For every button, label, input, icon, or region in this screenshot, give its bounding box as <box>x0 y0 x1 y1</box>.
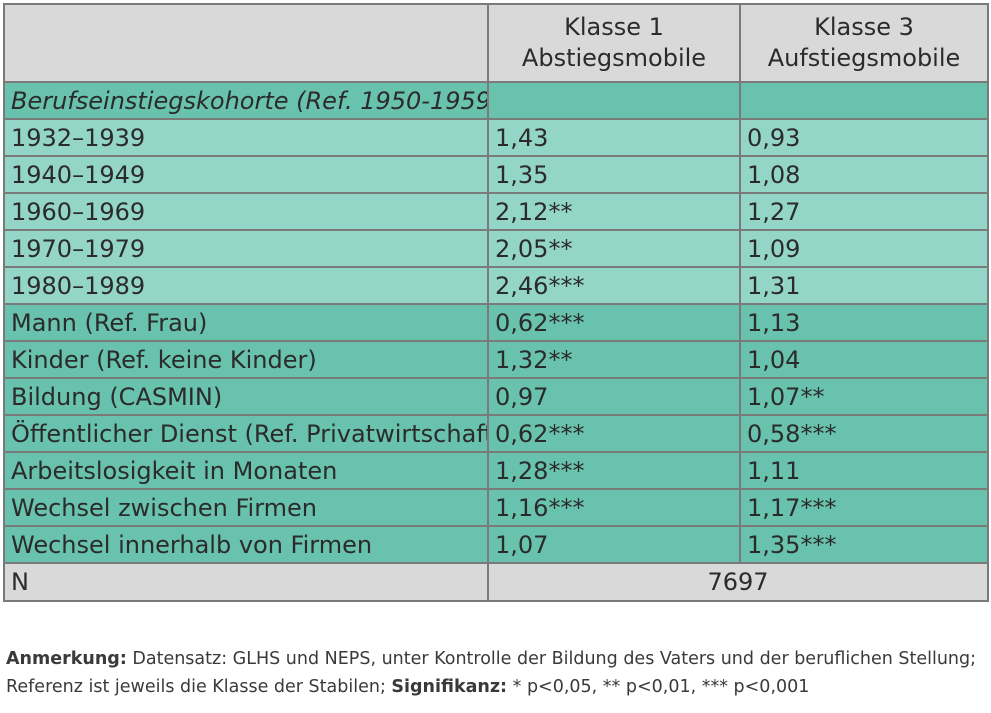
klasse-3-value: 1,08 <box>739 155 989 194</box>
row-label: Bildung (CASMIN) <box>3 377 489 416</box>
klasse-1-value: 0,62*** <box>487 303 741 342</box>
klasse-3-value: 1,11 <box>739 451 989 490</box>
note-line-1: Anmerkung: Datensatz: GLHS und NEPS, unt… <box>6 645 988 673</box>
n-value: 7697 <box>487 562 989 602</box>
klasse-3-value: 1,27 <box>739 192 989 231</box>
table-row: Kinder (Ref. keine Kinder) 1,32** 1,04 <box>3 340 989 379</box>
header-klasse-3-title: Klasse 3 <box>814 13 914 41</box>
klasse-3-value: 1,17*** <box>739 488 989 527</box>
klasse-3-value: 1,04 <box>739 340 989 379</box>
row-label: 1960–1969 <box>3 192 489 231</box>
klasse-1-value: 1,07 <box>487 525 741 564</box>
row-label: Mann (Ref. Frau) <box>3 303 489 342</box>
table-row: Wechsel innerhalb von Firmen 1,07 1,35*** <box>3 525 989 564</box>
section-label: Berufseinstiegskohorte (Ref. 1950-1959) <box>3 81 489 120</box>
table-row: 1980–1989 2,46*** 1,31 <box>3 266 989 305</box>
row-label: Wechsel zwischen Firmen <box>3 488 489 527</box>
note-anmerkung-label: Anmerkung: <box>6 649 127 669</box>
regression-table: Klasse 1 Abstiegsmobile Klasse 3 Aufstie… <box>3 3 989 602</box>
klasse-1-value: 1,35 <box>487 155 741 194</box>
klasse-1-value: 0,62*** <box>487 414 741 453</box>
header-blank-cell <box>3 3 489 83</box>
section-empty-cell <box>739 81 989 120</box>
header-klasse-1-title: Klasse 1 <box>564 13 664 41</box>
row-label: 1940–1949 <box>3 155 489 194</box>
table-note: Anmerkung: Datensatz: GLHS und NEPS, unt… <box>6 645 988 701</box>
note-line-2: Referenz ist jeweils die Klasse der Stab… <box>6 673 988 701</box>
table-row: 1970–1979 2,05** 1,09 <box>3 229 989 268</box>
klasse-1-value: 1,16*** <box>487 488 741 527</box>
header-row: Klasse 1 Abstiegsmobile Klasse 3 Aufstie… <box>3 3 989 83</box>
klasse-1-value: 2,05** <box>487 229 741 268</box>
klasse-3-value: 1,07** <box>739 377 989 416</box>
header-klasse-1-subtitle: Abstiegsmobile <box>521 44 707 72</box>
klasse-3-value: 1,35*** <box>739 525 989 564</box>
klasse-3-value: 1,31 <box>739 266 989 305</box>
row-label: 1970–1979 <box>3 229 489 268</box>
header-klasse-1: Klasse 1 Abstiegsmobile <box>487 3 741 83</box>
table-row: Öffentlicher Dienst (Ref. Privatwirtscha… <box>3 414 989 453</box>
klasse-1-value: 2,12** <box>487 192 741 231</box>
row-label: Öffentlicher Dienst (Ref. Privatwirtscha… <box>3 414 489 453</box>
table-row: 1932–1939 1,43 0,93 <box>3 118 989 157</box>
klasse-3-value: 0,93 <box>739 118 989 157</box>
row-label: Kinder (Ref. keine Kinder) <box>3 340 489 379</box>
n-label: N <box>3 562 489 602</box>
section-empty-cell <box>487 81 741 120</box>
header-klasse-3: Klasse 3 Aufstiegsmobile <box>739 3 989 83</box>
section-row: Berufseinstiegskohorte (Ref. 1950-1959) <box>3 81 989 120</box>
note-anmerkung-text: Datensatz: GLHS und NEPS, unter Kontroll… <box>126 649 977 669</box>
table-row: Arbeitslosigkeit in Monaten 1,28*** 1,11 <box>3 451 989 490</box>
klasse-1-value: 1,32** <box>487 340 741 379</box>
table-row: 1960–1969 2,12** 1,27 <box>3 192 989 231</box>
klasse-3-value: 1,13 <box>739 303 989 342</box>
klasse-1-value: 1,43 <box>487 118 741 157</box>
klasse-1-value: 1,28*** <box>487 451 741 490</box>
row-label: 1932–1939 <box>3 118 489 157</box>
table-row: Mann (Ref. Frau) 0,62*** 1,13 <box>3 303 989 342</box>
note-reference-text: Referenz ist jeweils die Klasse der Stab… <box>6 677 392 697</box>
klasse-1-value: 2,46*** <box>487 266 741 305</box>
n-row: N 7697 <box>3 562 989 602</box>
note-significance-text: * p<0,05, ** p<0,01, *** p<0,001 <box>507 677 810 697</box>
klasse-3-value: 0,58*** <box>739 414 989 453</box>
klasse-3-value: 1,09 <box>739 229 989 268</box>
row-label: 1980–1989 <box>3 266 489 305</box>
row-label: Arbeitslosigkeit in Monaten <box>3 451 489 490</box>
table-row: 1940–1949 1,35 1,08 <box>3 155 989 194</box>
table-row: Wechsel zwischen Firmen 1,16*** 1,17*** <box>3 488 989 527</box>
row-label: Wechsel innerhalb von Firmen <box>3 525 489 564</box>
note-significance-label: Signifikanz: <box>391 677 508 697</box>
table-row: Bildung (CASMIN) 0,97 1,07** <box>3 377 989 416</box>
header-klasse-3-subtitle: Aufstiegsmobile <box>767 44 961 72</box>
klasse-1-value: 0,97 <box>487 377 741 416</box>
